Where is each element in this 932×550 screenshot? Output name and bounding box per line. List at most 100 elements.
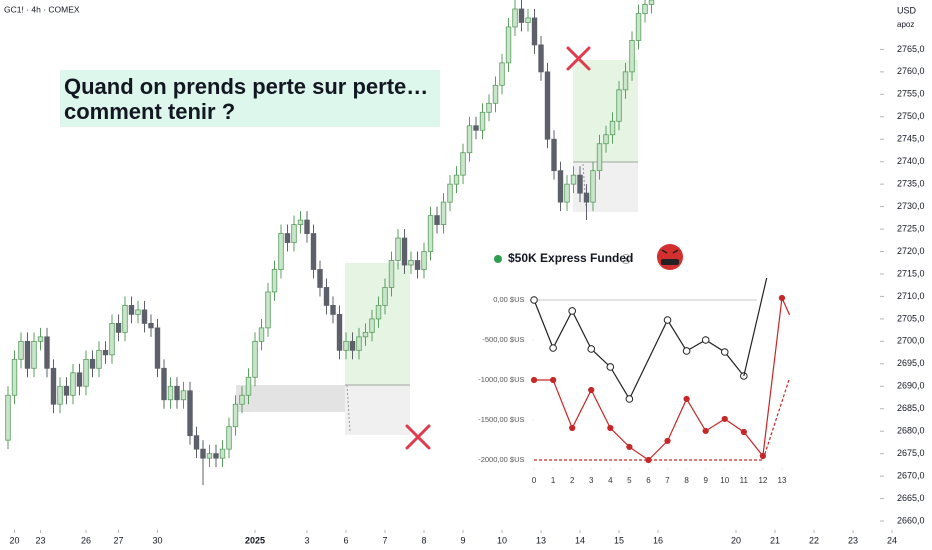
y-tick-label: 2675,0: [897, 448, 925, 458]
candle-body: [76, 372, 83, 387]
point-marker: [550, 376, 557, 384]
candle-body: [180, 390, 187, 401]
currency-label: USD: [897, 5, 917, 15]
candle-body: [518, 8, 525, 23]
candle-body: [44, 336, 50, 369]
inset-panel: $50K Express Funded 0,00 $US -500,00 $US -…: [478, 238, 800, 492]
candle-body: [440, 201, 447, 225]
x-tick-label: 26: [81, 535, 91, 545]
point-marker: [607, 424, 614, 432]
x-tick-label: 20: [731, 535, 741, 545]
zone: [236, 385, 345, 412]
x-tick-label: 2: [570, 476, 575, 485]
candle-body: [577, 174, 583, 194]
y-tick-label: 2755,0: [897, 89, 925, 99]
point-marker: [663, 316, 672, 324]
candle-body: [395, 237, 401, 261]
y-tick-label: 2695,0: [897, 358, 925, 368]
x-tick-label: 5: [627, 476, 632, 485]
candle-body: [551, 138, 557, 172]
candle-body: [466, 125, 473, 154]
candle-body: [193, 435, 200, 450]
candle-body: [629, 40, 635, 73]
series-line: [534, 377, 791, 461]
y-tick-label: 2710,0: [897, 291, 925, 301]
y-tick-label: 2665,0: [897, 493, 925, 503]
x-tick-label: 30: [152, 535, 162, 545]
candle-body: [83, 358, 89, 387]
candle-body: [401, 237, 408, 266]
y-tick-label: 2690,0: [897, 381, 925, 391]
candle-body: [447, 183, 453, 203]
candle-body: [564, 183, 570, 203]
point-marker: [721, 415, 728, 423]
y-tick-label: 2745,0: [897, 134, 925, 144]
x-tick-label: 3: [304, 535, 309, 545]
x-tick-label: 8: [684, 476, 689, 485]
candle-body: [499, 62, 505, 86]
point-marker: [720, 348, 729, 356]
candle-body: [349, 340, 356, 351]
candle-body: [486, 102, 492, 113]
candle-body: [609, 120, 616, 136]
candle-body: [18, 340, 24, 360]
cross: [405, 424, 431, 450]
x-tick-label: 10: [497, 535, 507, 545]
candle-body: [635, 13, 642, 41]
candle-body: [135, 309, 141, 315]
y-tick-label: 2750,0: [897, 111, 925, 121]
y-tick-label: 2705,0: [897, 313, 925, 323]
axes: GC1! · 4h · COMEX USD apoz 2765,0 2760,0 2…: [4, 0, 932, 550]
candle-body: [11, 358, 18, 396]
y-tick-label: 2740,0: [897, 156, 925, 166]
point-marker: [530, 296, 538, 304]
point-marker: [549, 344, 557, 352]
candle-body: [538, 44, 544, 73]
point-marker: [702, 427, 709, 435]
info-icon[interactable]: [621, 254, 631, 264]
cross: [566, 46, 591, 71]
point-marker: [682, 347, 691, 355]
candle-body: [382, 287, 388, 306]
status-dot: [494, 255, 502, 263]
candle-body: [5, 394, 11, 441]
x-tick-label: 7: [665, 476, 670, 485]
series-line: [781, 297, 791, 316]
x-tick-label: 7: [383, 535, 388, 545]
x-tick-label: 24: [887, 535, 897, 545]
candle-body: [141, 309, 148, 324]
candle-body: [167, 385, 174, 401]
candle-body: [109, 322, 115, 356]
point-marker: [569, 424, 576, 432]
candle-body: [505, 26, 512, 64]
x-tick-label: 15: [614, 535, 624, 545]
candle-body: [479, 111, 486, 131]
point-marker: [568, 307, 576, 315]
x-tick-label: 10: [720, 476, 729, 485]
point-marker: [625, 395, 634, 403]
candle-body: [343, 340, 349, 351]
candle-body: [258, 327, 265, 342]
candle-body: [408, 260, 414, 266]
x-tick-label: 13: [778, 476, 787, 485]
loss-zone: [345, 385, 410, 435]
point-marker: [530, 376, 538, 384]
candle-body: [50, 367, 57, 405]
x-tick-label: 27: [113, 535, 123, 545]
headline-box: [60, 70, 440, 127]
candle-body: [544, 71, 551, 140]
candle-body: [525, 17, 531, 23]
point-marker: [606, 363, 615, 371]
y-tick-label: 2760,0: [897, 66, 925, 76]
y-tick-label: -2000,00 $US: [478, 455, 524, 464]
x-tick-label: 12: [758, 476, 767, 485]
candle-body: [427, 215, 434, 252]
x-tick-label: 16: [653, 535, 663, 545]
candle-body: [642, 4, 648, 14]
emoji: [657, 244, 683, 270]
x-tick-label: 14: [575, 535, 585, 545]
candle-body: [330, 305, 336, 315]
x-tick-label: 1: [551, 476, 556, 485]
candle-body: [596, 143, 603, 172]
